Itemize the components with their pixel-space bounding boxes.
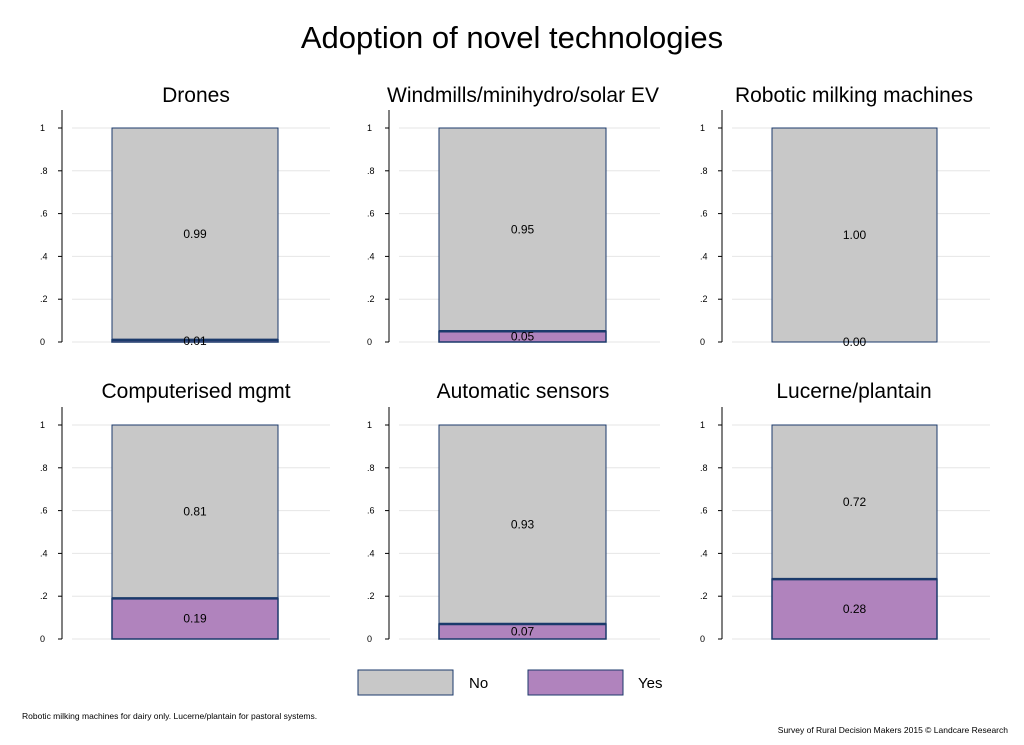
y-tick-label: .4 xyxy=(700,548,708,558)
panel: Computerised mgmt 0 .2 .4 .6 .8 1 0.81 0.19 xyxy=(40,380,330,644)
panel: Automatic sensors 0 .2 .4 .6 .8 1 0.93 0.07 xyxy=(367,380,660,644)
y-tick-label: .2 xyxy=(40,294,48,304)
footnote-left: Robotic milking machines for dairy only.… xyxy=(22,711,317,721)
chart-title: Adoption of novel technologies xyxy=(301,20,723,55)
legend-label-no: No xyxy=(469,675,488,692)
y-tick-label: 1 xyxy=(40,420,45,430)
y-tick-label: 0 xyxy=(367,634,372,644)
bar-no xyxy=(771,127,938,343)
y-tick-label: .2 xyxy=(367,294,375,304)
panel-title: Computerised mgmt xyxy=(101,380,290,403)
legend-swatch-yes xyxy=(527,669,624,696)
y-tick-label: .2 xyxy=(700,294,708,304)
panel: Drones 0 .2 .4 .6 .8 1 0.99 0.01 xyxy=(40,84,330,348)
data-label-no: 0.81 xyxy=(183,505,207,519)
legend-swatch-no xyxy=(357,669,454,696)
footnote-right: Survey of Rural Decision Makers 2015 © L… xyxy=(778,725,1008,735)
bar-no xyxy=(438,424,607,625)
legend: No Yes xyxy=(357,669,662,696)
y-tick-label: 0 xyxy=(40,634,45,644)
y-tick-label: .8 xyxy=(367,166,375,176)
y-tick-label: .4 xyxy=(40,548,48,558)
y-tick-label: .8 xyxy=(367,463,375,473)
y-tick-label: 0 xyxy=(700,634,705,644)
y-tick-label: .8 xyxy=(700,166,708,176)
y-tick-label: 0 xyxy=(367,337,372,347)
bar-no xyxy=(111,127,279,341)
data-label-yes: 0.28 xyxy=(843,602,867,616)
bar-no xyxy=(771,424,938,580)
data-label-yes: 0.07 xyxy=(511,625,535,639)
y-tick-label: .4 xyxy=(40,251,48,261)
y-tick-label: 0 xyxy=(40,337,45,347)
y-tick-label: .8 xyxy=(40,166,48,176)
panel-title: Robotic milking machines xyxy=(735,84,973,107)
panel: Lucerne/plantain 0 .2 .4 .6 .8 1 0.72 0.28 xyxy=(700,380,990,644)
legend-label-yes: Yes xyxy=(638,675,662,692)
bar-no xyxy=(438,127,607,332)
y-tick-label: .6 xyxy=(40,506,48,516)
y-tick-label: 1 xyxy=(367,420,372,430)
y-tick-label: .4 xyxy=(367,548,375,558)
y-tick-label: .6 xyxy=(40,209,48,219)
y-tick-label: .2 xyxy=(367,591,375,601)
panel-title: Automatic sensors xyxy=(437,380,610,403)
y-tick-label: 1 xyxy=(700,420,705,430)
panel-title: Lucerne/plantain xyxy=(776,380,931,403)
data-label-no: 1.00 xyxy=(843,228,867,242)
y-tick-label: 1 xyxy=(367,123,372,133)
data-label-yes: 0.01 xyxy=(183,334,207,348)
panel: Windmills/minihydro/solar EV 0 .2 .4 .6 .8 1 0.… xyxy=(367,84,660,347)
y-tick-label: .6 xyxy=(367,209,375,219)
data-label-yes: 0.05 xyxy=(511,330,535,344)
data-label-no: 0.93 xyxy=(511,518,535,532)
y-tick-label: .2 xyxy=(40,591,48,601)
y-tick-label: 1 xyxy=(40,123,45,133)
y-tick-label: 0 xyxy=(700,337,705,347)
y-tick-label: .6 xyxy=(700,209,708,219)
y-tick-label: .6 xyxy=(367,506,375,516)
panels: Drones 0 .2 .4 .6 .8 1 0.99 0.01 Windmills/minihy… xyxy=(40,84,990,644)
data-label-no: 0.95 xyxy=(511,223,535,237)
y-tick-label: .4 xyxy=(700,251,708,261)
y-tick-label: .6 xyxy=(700,506,708,516)
y-tick-label: .4 xyxy=(367,251,375,261)
data-label-yes: 0.00 xyxy=(843,335,867,349)
data-label-yes: 0.19 xyxy=(183,612,207,626)
data-label-no: 0.72 xyxy=(843,495,867,509)
y-tick-label: 1 xyxy=(700,123,705,133)
y-tick-label: .8 xyxy=(40,463,48,473)
panel-title: Drones xyxy=(162,84,230,107)
y-tick-label: .8 xyxy=(700,463,708,473)
y-tick-label: .2 xyxy=(700,591,708,601)
panel-title: Windmills/minihydro/solar EV xyxy=(387,84,659,107)
data-label-no: 0.99 xyxy=(183,227,207,241)
bar-yes xyxy=(111,597,279,640)
panel: Robotic milking machines 0 .2 .4 .6 .8 1 1.00 0.… xyxy=(700,84,990,349)
